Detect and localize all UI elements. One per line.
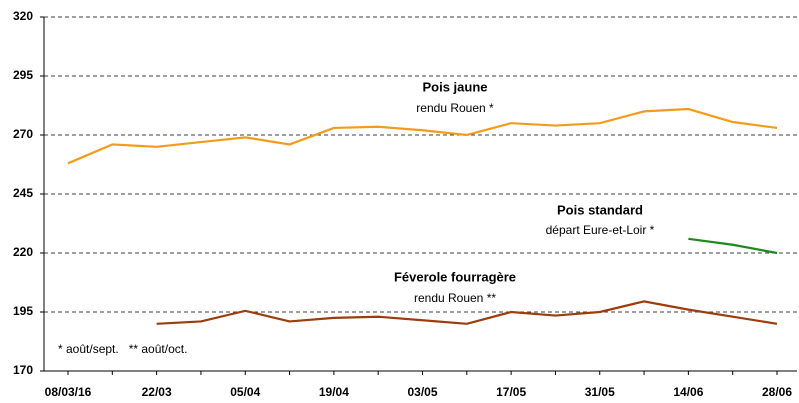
- x-tick-label: 22/03: [142, 385, 172, 399]
- series-label: Pois jaune: [422, 79, 487, 94]
- x-tick-label: 19/04: [319, 385, 349, 399]
- x-tick-label: 14/06: [673, 385, 703, 399]
- y-tick-label: 195: [13, 304, 33, 318]
- y-tick-label: 270: [13, 127, 33, 141]
- x-tick-label: 05/04: [230, 385, 260, 399]
- y-tick-label: 220: [13, 245, 33, 259]
- line-series: [67, 107, 778, 165]
- y-tick-label: 295: [13, 68, 33, 82]
- y-tick-label: 320: [13, 9, 33, 23]
- series-label: Pois standard: [557, 202, 643, 217]
- series-note: départ Eure-et-Loir *: [546, 223, 655, 237]
- series-label: Féverole fourragère: [394, 269, 516, 284]
- x-tick-label: 08/03/16: [45, 385, 92, 399]
- y-tick-label: 245: [13, 186, 33, 200]
- series-note: rendu Rouen **: [414, 291, 496, 305]
- y-tick-label: 170: [13, 363, 33, 377]
- x-tick-label: 17/05: [496, 385, 526, 399]
- x-tick-label: 03/05: [407, 385, 437, 399]
- series-note: rendu Rouen *: [416, 101, 494, 115]
- x-tick-label: 28/06: [762, 385, 792, 399]
- line-series: [156, 300, 778, 325]
- line-series: [688, 237, 778, 255]
- footnote: * août/sept. ** août/oct.: [58, 342, 187, 356]
- x-tick-label: 31/05: [585, 385, 615, 399]
